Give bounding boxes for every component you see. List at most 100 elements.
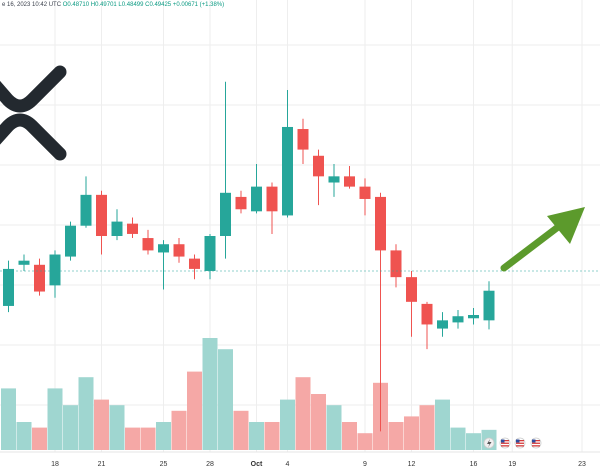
candle-body <box>204 236 216 271</box>
candle-body <box>111 221 123 236</box>
volume-bar <box>326 405 342 450</box>
candle <box>313 149 324 206</box>
volume-bar <box>280 399 295 450</box>
candle <box>34 258 45 296</box>
candle <box>173 238 185 263</box>
x-tick-label: 9 <box>363 461 367 468</box>
x-tick-label: 25 <box>160 461 168 468</box>
candle-body <box>127 223 138 234</box>
candle <box>437 312 448 337</box>
volume-bar <box>125 427 140 450</box>
candle <box>375 192 386 432</box>
candle-body <box>220 192 231 236</box>
candle-body <box>34 264 45 292</box>
candle-body <box>452 316 464 323</box>
volume-bar <box>78 377 94 450</box>
candle <box>452 310 464 329</box>
us-flag-icon[interactable] <box>530 437 542 449</box>
candle-body <box>142 238 154 251</box>
volume-bar <box>1 388 16 450</box>
volume-bar <box>264 422 280 450</box>
volume-bar <box>32 427 47 450</box>
volume-bar <box>233 410 249 450</box>
volume-bar <box>466 433 481 450</box>
candle-body <box>96 194 107 236</box>
candle-layer <box>3 81 495 432</box>
candle-body <box>390 250 402 278</box>
volume-layer <box>1 338 497 450</box>
x-tick-label: 4 <box>286 461 290 468</box>
candle <box>96 190 107 255</box>
candle <box>3 260 14 313</box>
candle <box>251 164 262 214</box>
candle-body <box>313 155 324 177</box>
volume-bar <box>311 394 326 450</box>
volume-bar <box>202 338 218 450</box>
volume-bar <box>109 405 125 450</box>
candle <box>189 254 200 280</box>
volume-bar <box>357 433 373 450</box>
ohlc-header: e 16, 2023 10:42 UTC O0.48710 H0.49701 L… <box>2 2 224 8</box>
candle <box>266 182 278 234</box>
volume-bar <box>404 416 419 450</box>
header-date: e 16, 2023 10:42 UTC <box>2 2 62 8</box>
volume-bar <box>140 427 156 450</box>
candle-body <box>421 303 433 325</box>
x-tick-label: 28 <box>206 461 214 468</box>
candle-body <box>437 320 448 329</box>
candle-body <box>49 254 61 286</box>
candle-body <box>65 225 76 257</box>
x-tick-label: 21 <box>98 461 106 468</box>
candle-body <box>359 186 371 199</box>
candle <box>142 229 154 255</box>
candle-body <box>282 126 293 216</box>
candle <box>406 270 417 337</box>
candle <box>204 233 216 280</box>
x-tick-label: 19 <box>508 461 516 468</box>
candle-body <box>406 277 417 302</box>
volume-bar <box>63 405 78 450</box>
flash-icon[interactable] <box>483 437 495 449</box>
volume-bar <box>249 422 264 450</box>
x-axis: 18 21 25 28 Oct 4 9 12 16 19 23 <box>51 461 586 468</box>
x-tick-label: 16 <box>470 461 478 468</box>
candle-body <box>189 258 200 269</box>
us-flag-icon[interactable] <box>499 437 511 449</box>
candle-body <box>375 196 386 251</box>
candle <box>421 301 433 350</box>
candle <box>65 221 76 261</box>
volume-bar <box>342 422 357 450</box>
candle-body <box>468 314 479 319</box>
candle <box>235 190 247 214</box>
x-tick-label: 12 <box>408 461 416 468</box>
x-tick-label: Oct <box>251 461 263 468</box>
candle <box>328 164 340 197</box>
candle <box>359 178 371 216</box>
candle-body <box>18 260 30 265</box>
candle <box>18 254 30 271</box>
volume-bar <box>435 399 450 450</box>
candle <box>483 281 495 330</box>
event-icons <box>483 437 542 449</box>
candle-body <box>3 268 14 306</box>
volume-bar <box>94 399 109 450</box>
volume-bar <box>187 371 202 450</box>
candle <box>80 176 92 228</box>
volume-bar <box>171 410 187 450</box>
x-tick-label: 18 <box>51 461 59 468</box>
candle-body <box>80 194 92 226</box>
candle-body <box>344 176 355 187</box>
candle-body <box>173 244 185 257</box>
candle-body <box>328 176 340 183</box>
arrow-up-right-icon <box>500 207 585 272</box>
us-flag-icon[interactable] <box>514 437 526 449</box>
xrp-logo-icon <box>0 65 67 161</box>
candle <box>344 166 355 189</box>
candle <box>282 89 293 218</box>
candle-body <box>483 290 495 321</box>
volume-bar <box>419 405 435 450</box>
candle-body <box>297 129 309 150</box>
candle <box>468 308 479 325</box>
